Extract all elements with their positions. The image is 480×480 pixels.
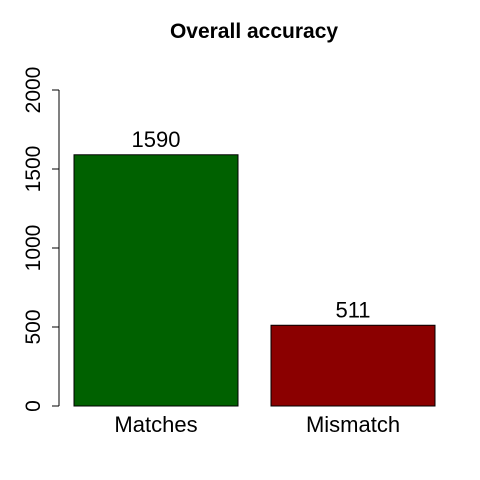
value-label: 511 bbox=[335, 297, 370, 322]
y-axis: 0 500 1000 1500 2000 bbox=[22, 67, 60, 412]
y-tick-label: 2000 bbox=[22, 67, 45, 114]
value-label: 1590 bbox=[132, 127, 181, 152]
bars: 1590 Matches 511 Mismatch bbox=[73, 127, 436, 437]
y-tick-label: 0 bbox=[22, 400, 45, 412]
bar-mismatch bbox=[270, 324, 436, 407]
chart-title: Overall accuracy bbox=[170, 20, 338, 43]
bar-matches bbox=[73, 154, 239, 407]
y-tick-label: 500 bbox=[22, 309, 45, 344]
category-label: Matches bbox=[114, 412, 197, 437]
y-tick-label: 1500 bbox=[22, 146, 45, 193]
category-label: Mismatch bbox=[306, 412, 400, 437]
y-tick-label: 1000 bbox=[22, 225, 45, 272]
